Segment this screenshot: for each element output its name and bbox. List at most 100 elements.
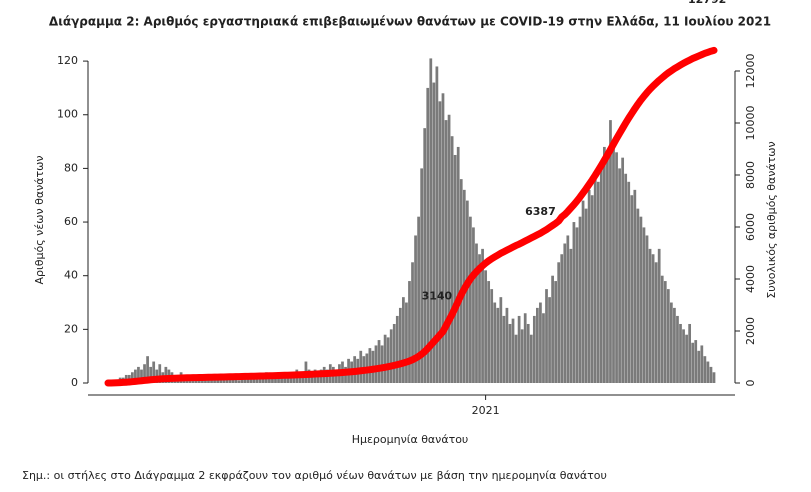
bar [514, 334, 518, 383]
bar [548, 297, 551, 383]
bar [551, 275, 554, 383]
bar [554, 281, 558, 383]
x-axis-label: Ημερομηνία θανάτου [352, 433, 469, 446]
bar [222, 380, 226, 383]
bar [709, 366, 713, 383]
bar [624, 173, 628, 383]
bar [706, 361, 710, 383]
bar [542, 313, 545, 383]
bar [316, 372, 320, 383]
bar [140, 369, 143, 383]
bar [700, 345, 704, 383]
y2-tick-label: 10000 [744, 106, 757, 141]
bar [420, 168, 424, 383]
y-tick-label: 0 [71, 376, 78, 389]
bar [539, 302, 542, 383]
bar [682, 329, 685, 383]
bar [636, 208, 640, 383]
bar [618, 168, 621, 383]
bar [240, 377, 244, 383]
bar [164, 366, 168, 383]
bar [134, 369, 137, 383]
bar [289, 374, 293, 383]
value-label: 6387 [525, 205, 556, 218]
bar [472, 227, 475, 383]
bar [395, 315, 399, 383]
bar [666, 289, 670, 383]
bar [523, 313, 527, 383]
y-tick-label: 20 [64, 322, 78, 335]
bar [137, 366, 140, 383]
bar [450, 136, 454, 383]
bar [630, 195, 634, 383]
bar [669, 302, 673, 383]
y2-tick-label: 4000 [744, 265, 757, 293]
bar [237, 380, 241, 383]
bar [578, 216, 582, 383]
bar [374, 345, 378, 383]
bar [587, 189, 591, 383]
bar [691, 342, 695, 383]
bar [557, 262, 561, 383]
bar [520, 329, 524, 383]
bar [593, 173, 597, 383]
bar [511, 318, 515, 383]
bar [377, 340, 381, 383]
bar [508, 323, 512, 383]
bar [517, 315, 521, 383]
bar [584, 208, 588, 383]
bar [502, 315, 506, 383]
bar [487, 281, 491, 383]
bar [359, 350, 363, 383]
y-tick-label: 80 [64, 161, 78, 174]
bar [426, 87, 430, 384]
bar [392, 323, 396, 383]
bar [368, 348, 372, 383]
bar [286, 374, 290, 383]
bar [499, 297, 503, 383]
y-axis-label: Αριθμός νέων θανάτων [33, 156, 46, 285]
bar [490, 289, 494, 383]
bar [432, 82, 436, 384]
bar [545, 289, 548, 383]
bar [408, 281, 411, 383]
bar [249, 377, 253, 383]
bar [469, 216, 472, 383]
y2-tick-label: 0 [744, 380, 757, 387]
bar [441, 93, 445, 384]
chart-title: Διάγραμμα 2: Αριθμός εργαστηριακά επιβεβ… [49, 15, 771, 29]
bar [414, 235, 417, 383]
bar [639, 216, 643, 383]
value-label: 3140 [422, 289, 453, 302]
bar [484, 270, 487, 383]
bar [676, 315, 679, 383]
bar [663, 281, 667, 383]
bar [642, 227, 646, 383]
bar [563, 243, 567, 383]
y-tick-label: 120 [57, 54, 78, 67]
bar [158, 364, 162, 383]
cumulative-line [104, 46, 718, 387]
bar [453, 154, 457, 383]
x-tick-label: 2021 [472, 404, 500, 417]
bar [146, 356, 149, 383]
bar [621, 157, 625, 383]
bar [465, 200, 469, 383]
bar [673, 307, 676, 383]
value-label: 12792 [688, 0, 726, 6]
bar [411, 262, 414, 383]
bar [505, 307, 509, 383]
bar [599, 163, 603, 383]
bar [478, 254, 481, 383]
bar [633, 189, 637, 383]
bar [685, 334, 688, 383]
bar [386, 337, 390, 383]
bar [657, 248, 661, 383]
bar [435, 66, 439, 383]
bar [569, 248, 573, 383]
bar [380, 345, 384, 383]
bar [603, 146, 606, 383]
bar [255, 377, 259, 383]
bar [271, 377, 274, 383]
y2-tick-label: 12000 [744, 54, 757, 89]
